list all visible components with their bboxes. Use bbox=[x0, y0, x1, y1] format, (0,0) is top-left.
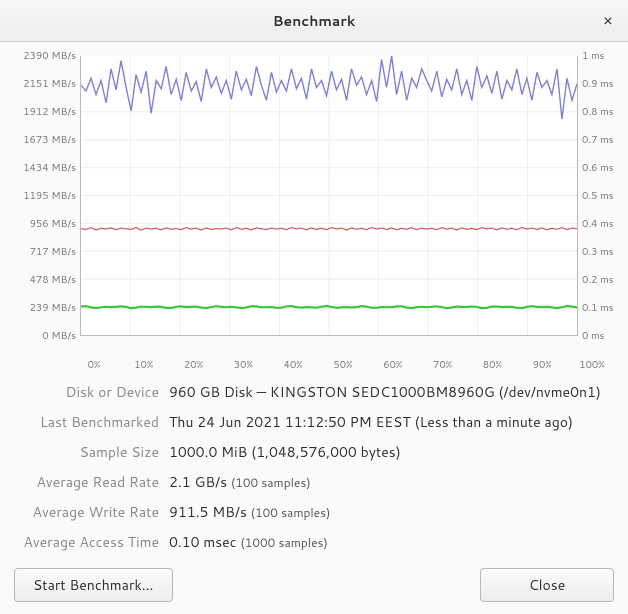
close-icon[interactable]: × bbox=[598, 11, 618, 31]
y-right-tick: 1 ms bbox=[582, 49, 605, 63]
titlebar: Benchmark × bbox=[0, 0, 628, 42]
x-tick: 100% bbox=[579, 358, 605, 372]
y-right-tick: 0.4 ms bbox=[582, 217, 614, 231]
x-tick: 40% bbox=[284, 358, 303, 372]
y-right-tick: 0 ms bbox=[582, 329, 605, 343]
benchmark-chart: 2390 MB/s 2151 MB/s 1912 MB/s 1673 MB/s 1434… bbox=[14, 50, 614, 356]
x-axis: 0% 10% 20% 30% 40% 50% 60% 70% 80% 90% 100% bbox=[14, 356, 614, 374]
last-benchmarked-value: Thu 24 Jun 2021 11:12:50 PM EEST (Less t… bbox=[169, 412, 614, 432]
plot bbox=[80, 50, 578, 336]
sample-size-value: 1000.0 MiB (1,048,576,000 bytes) bbox=[169, 442, 614, 462]
x-tick: 50% bbox=[333, 358, 352, 372]
last-benchmarked-label: Last Benchmarked bbox=[14, 412, 159, 432]
y-right-tick: 0.8 ms bbox=[582, 105, 614, 119]
info-grid: Disk or Device 960 GB Disk — KINGSTON SE… bbox=[14, 382, 614, 552]
x-tick: 80% bbox=[483, 358, 502, 372]
avg-read-value: 2.1 GB/s (100 samples) bbox=[169, 472, 614, 492]
button-row: Start Benchmark… Close bbox=[14, 568, 614, 602]
window-title: Benchmark bbox=[273, 11, 356, 31]
avg-write-label: Average Write Rate bbox=[14, 502, 159, 522]
avg-access-label: Average Access Time bbox=[14, 532, 159, 552]
x-tick: 60% bbox=[383, 358, 402, 372]
avg-access-value: 0.10 msec (1000 samples) bbox=[169, 532, 614, 552]
y-axis-right: 1 ms 0.9 ms 0.8 ms 0.7 ms 0.6 ms 0.5 ms 0.4 ms… bbox=[578, 50, 614, 356]
y-left-tick: 717 MB/s bbox=[30, 245, 76, 259]
y-right-tick: 0.5 ms bbox=[582, 189, 614, 203]
disk-value: 960 GB Disk — KINGSTON SEDC1000BM8960G (… bbox=[169, 382, 614, 402]
x-tick: 90% bbox=[533, 358, 552, 372]
y-right-tick: 0.6 ms bbox=[582, 161, 614, 175]
y-left-tick: 1195 MB/s bbox=[23, 189, 76, 203]
y-right-tick: 0.7 ms bbox=[582, 133, 614, 147]
y-axis-left: 2390 MB/s 2151 MB/s 1912 MB/s 1673 MB/s 1434… bbox=[14, 50, 80, 356]
y-left-tick: 1673 MB/s bbox=[23, 133, 76, 147]
y-right-tick: 0.9 ms bbox=[582, 77, 614, 91]
x-tick: 0% bbox=[88, 358, 101, 372]
avg-read-label: Average Read Rate bbox=[14, 472, 159, 492]
y-left-tick: 0 MB/s bbox=[42, 329, 76, 343]
y-right-tick: 0.3 ms bbox=[582, 245, 614, 259]
x-tick: 30% bbox=[234, 358, 253, 372]
y-left-tick: 1912 MB/s bbox=[23, 105, 76, 119]
x-tick: 70% bbox=[433, 358, 452, 372]
y-left-tick: 956 MB/s bbox=[30, 217, 76, 231]
start-benchmark-button[interactable]: Start Benchmark… bbox=[14, 568, 173, 602]
x-tick: 20% bbox=[184, 358, 203, 372]
plot-area bbox=[80, 56, 578, 336]
y-left-tick: 478 MB/s bbox=[30, 273, 76, 287]
y-left-tick: 1434 MB/s bbox=[23, 161, 76, 175]
avg-write-value: 911.5 MB/s (100 samples) bbox=[169, 502, 614, 522]
content: 2390 MB/s 2151 MB/s 1912 MB/s 1673 MB/s 1434… bbox=[0, 42, 628, 614]
y-left-tick: 2151 MB/s bbox=[23, 77, 76, 91]
y-right-tick: 0.1 ms bbox=[582, 301, 614, 315]
disk-label: Disk or Device bbox=[14, 382, 159, 402]
y-right-tick: 0.2 ms bbox=[582, 273, 614, 287]
y-left-tick: 239 MB/s bbox=[30, 301, 76, 315]
close-button[interactable]: Close bbox=[480, 568, 614, 602]
y-left-tick: 2390 MB/s bbox=[23, 49, 76, 63]
x-tick: 10% bbox=[134, 358, 153, 372]
sample-size-label: Sample Size bbox=[14, 442, 159, 462]
